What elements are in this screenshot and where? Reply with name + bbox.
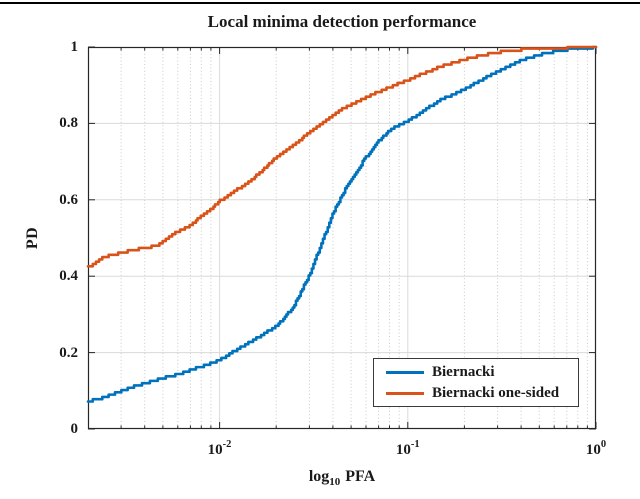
- y-tick-label: 0.8: [59, 115, 78, 132]
- legend-label: Biernacki: [432, 363, 495, 380]
- x-axis-label-suffix: PFA: [345, 468, 376, 485]
- y-tick-label: 0: [70, 421, 79, 437]
- legend-item: Biernacki one-sided: [386, 385, 568, 402]
- axis-box: [87, 46, 597, 430]
- chart-title: Local minima detection performance: [207, 12, 477, 31]
- y-tick-label: 0.6: [59, 191, 78, 208]
- plot-area: [86, 45, 598, 430]
- y-tick-label: 1: [70, 39, 79, 55]
- x-tick-label: 10-2: [207, 439, 232, 458]
- page-top-rule: [0, 2, 640, 4]
- x-axis-label-subscript: 10: [329, 476, 341, 489]
- legend-line-swatch: [386, 391, 424, 395]
- legend-item: Biernacki: [386, 364, 568, 381]
- x-axis-label-log: log: [308, 468, 330, 485]
- legend-line-swatch: [386, 370, 424, 374]
- x-axis-label: log10 PFA: [308, 468, 376, 489]
- y-tick-label: 0.4: [59, 268, 78, 285]
- x-tick-label: 10-1: [395, 439, 420, 458]
- y-axis-label: PD: [24, 226, 41, 250]
- series-line-1: [86, 45, 598, 268]
- y-tick-label: 0.2: [59, 344, 78, 361]
- series-line-0: [86, 45, 598, 403]
- x-tick-label: 100: [585, 439, 607, 458]
- legend-label: Biernacki one-sided: [432, 384, 560, 401]
- legend: Biernacki Biernacki one-sided: [373, 358, 579, 407]
